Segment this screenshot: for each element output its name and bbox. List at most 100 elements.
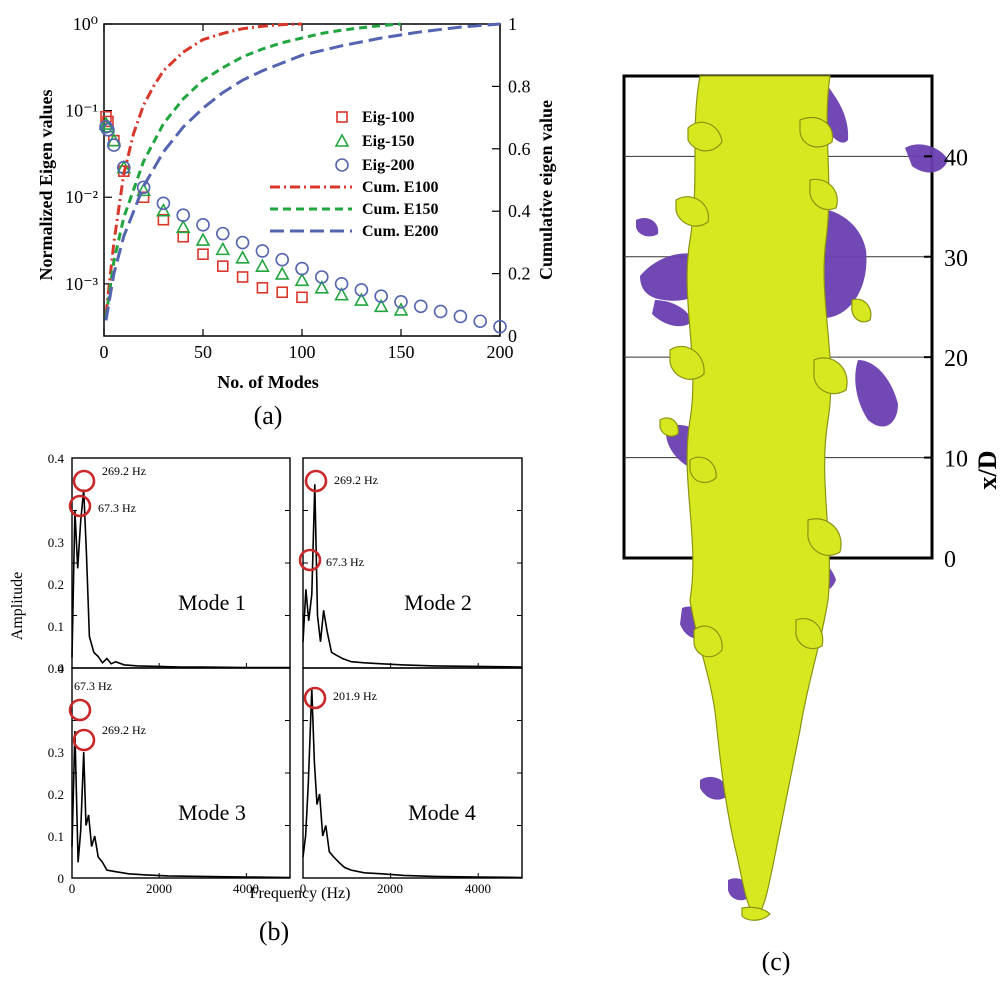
point-eig-200 — [374, 289, 389, 304]
y-tick-label: 0 — [58, 871, 65, 886]
point-eig-200 — [413, 299, 428, 314]
point-eig-150 — [195, 232, 211, 246]
point-eig-200 — [473, 314, 488, 329]
peak-label: 201.9 Hz — [333, 689, 377, 703]
y-left-tick-label: 10⁻¹ — [65, 101, 98, 121]
mode-3-plot: Mode 3 67.3 Hz 269.2 Hz — [68, 667, 291, 879]
panel-b-x-tick-labels: 0 2000 4000 0 2000 4000 — [69, 881, 491, 896]
y-tick-label: 0.1 — [48, 619, 64, 634]
y-tick-label: 0.2 — [48, 577, 64, 592]
point-eig-200 — [136, 180, 151, 195]
mode-title: Mode 3 — [178, 800, 246, 825]
y-tick-label: 40 — [944, 145, 968, 171]
series-line-cum-e200 — [104, 22, 501, 321]
legend-marker-eig-100 — [336, 111, 348, 123]
point-eig-200 — [216, 226, 230, 241]
point-eig-200 — [275, 252, 290, 267]
y-tick-label: 0.1 — [48, 829, 64, 844]
peak-label: 67.3 Hz — [326, 555, 364, 569]
peak-label: 269.2 Hz — [334, 473, 378, 487]
mode-title: Mode 1 — [178, 590, 246, 615]
panel-b: Mode 1 269.2 Hz 67.3 Hz Mode 2 269.2 Hz 67.3 … — [9, 451, 523, 946]
spectrum-line — [71, 730, 291, 879]
point-eig-100 — [177, 230, 189, 243]
point-eig-200 — [196, 218, 210, 232]
point-eig-100 — [236, 271, 249, 283]
point-eig-200 — [107, 138, 121, 152]
point-eig-150 — [274, 266, 290, 280]
point-eig-100 — [157, 213, 170, 226]
point-eig-100 — [296, 291, 308, 304]
point-eig-200 — [101, 123, 115, 137]
x-tick-label: 150 — [388, 342, 415, 362]
peak-marker — [304, 469, 328, 493]
point-eig-150 — [255, 258, 270, 272]
point-eig-150 — [373, 298, 389, 313]
panel-a-ylabel-right: Cumulative eigen value — [536, 100, 556, 280]
point-eig-200 — [255, 244, 270, 258]
mode-1-plot: Mode 1 269.2 Hz 67.3 Hz — [68, 457, 291, 669]
point-eig-150 — [354, 292, 369, 306]
spectrum-line — [302, 688, 523, 879]
x-tick-label: 0 — [69, 881, 76, 896]
y-tick-label: 10 — [944, 447, 968, 473]
point-eig-100 — [217, 260, 229, 272]
point-eig-200 — [453, 309, 468, 324]
legend-label: Cum. E200 — [362, 223, 438, 240]
point-eig-200 — [394, 295, 408, 309]
y-right-tick-label: 0.2 — [508, 264, 531, 284]
panel-b-label: (b) — [259, 917, 289, 946]
point-eig-150 — [393, 302, 409, 316]
y-tick-label: 0 — [944, 547, 956, 573]
peak-label: 67.3 Hz — [74, 679, 112, 693]
panel-a-ylabel-left: Normalized Eigen values — [36, 90, 56, 281]
y-right-tick-label: 0.4 — [508, 201, 531, 221]
panel-b-ylabel: Amplitude — [9, 572, 26, 640]
point-eig-150 — [156, 202, 171, 217]
point-eig-150 — [314, 280, 330, 294]
panel-a-xlabel: No. of Modes — [217, 372, 319, 392]
y-tick-label: 0.3 — [48, 535, 64, 550]
y-right-tick-label: 1 — [508, 14, 517, 34]
panel-c-label: (c) — [762, 947, 791, 976]
yellow-jet-isosurfaces — [659, 75, 872, 921]
point-eig-150 — [334, 287, 349, 301]
point-eig-100 — [197, 248, 209, 260]
point-eig-200 — [314, 270, 329, 284]
spectrum-line — [302, 484, 523, 668]
point-eig-200 — [295, 261, 309, 276]
x-tick-label: 50 — [194, 342, 212, 362]
x-tick-label: 200 — [487, 342, 514, 362]
y-left-tick-label: 10⁰ — [73, 14, 98, 34]
y-tick-label: 0.3 — [48, 745, 64, 760]
point-eig-200 — [354, 283, 369, 297]
y-tick-label: 30 — [944, 246, 968, 272]
legend-label: Cum. E100 — [362, 179, 438, 196]
point-eig-200 — [176, 208, 190, 223]
point-eig-150 — [136, 182, 151, 197]
series-line-cum-e150 — [104, 22, 402, 318]
x-tick-label: 4000 — [233, 881, 259, 896]
mode-title: Mode 2 — [404, 590, 472, 615]
peak-label: 269.2 Hz — [102, 723, 146, 737]
y-left-tick-label: 10⁻³ — [65, 274, 99, 294]
x-tick-label: 4000 — [465, 881, 491, 896]
peak-marker — [68, 494, 92, 518]
x-tick-label: 2000 — [377, 881, 403, 896]
panel-c: 0 10 20 30 40 x/D (c) — [622, 74, 1002, 976]
peak-label: 269.2 Hz — [102, 464, 146, 478]
point-eig-150 — [235, 250, 250, 264]
legend-label: Eig-200 — [362, 157, 414, 174]
panel-b-y-tick-labels: 00.10.20.30.400.10.20.30.4 — [48, 451, 65, 886]
point-eig-200 — [433, 304, 448, 319]
point-eig-200 — [156, 196, 171, 211]
point-eig-150 — [175, 219, 191, 234]
y-tick-label: 0.2 — [48, 787, 64, 802]
point-eig-100 — [276, 286, 289, 299]
y-left-tick-label: 10⁻² — [65, 187, 98, 207]
point-eig-200 — [235, 235, 250, 250]
point-eig-200 — [99, 120, 113, 134]
point-eig-100 — [256, 282, 269, 294]
y-right-tick-label: 0.8 — [508, 76, 531, 96]
